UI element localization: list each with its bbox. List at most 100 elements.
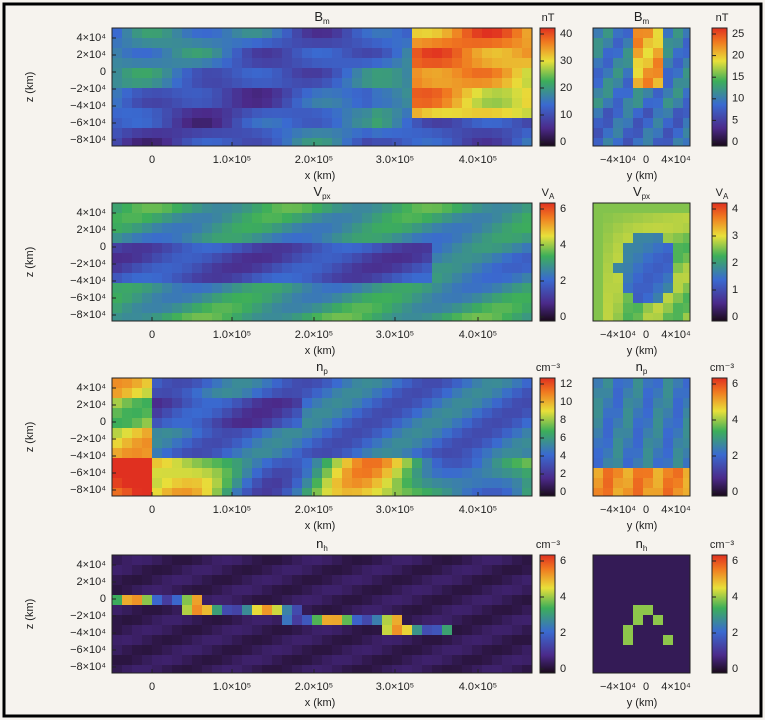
heatmap-cell — [512, 468, 523, 479]
heatmap-cell — [683, 293, 691, 304]
heatmap-cell — [603, 565, 614, 576]
heatmap-cell — [512, 645, 523, 656]
heatmap-cell — [352, 213, 363, 224]
heatmap-cell — [492, 478, 503, 489]
heatmap-cell — [252, 233, 263, 244]
heatmap-cell — [643, 253, 654, 264]
heatmap-cell — [122, 388, 133, 399]
heatmap-cell — [222, 293, 233, 304]
heatmap-cell — [663, 78, 674, 89]
heatmap-cell — [322, 458, 333, 469]
heatmap-cell — [342, 243, 353, 254]
heatmap-cell — [593, 665, 604, 674]
heatmap-cell — [252, 408, 263, 419]
heatmap-cell — [472, 645, 483, 656]
heatmap-cell — [512, 98, 523, 109]
heatmap-cell — [222, 28, 233, 39]
heatmap-cell — [392, 303, 403, 314]
axis-label: x (km) — [305, 697, 336, 709]
heatmap-cell — [633, 388, 644, 399]
heatmap-cell — [683, 488, 691, 497]
heatmap-cell — [212, 398, 223, 409]
heatmap-cell — [382, 585, 393, 596]
heatmap-cell — [452, 273, 463, 284]
heatmap-cell — [352, 625, 363, 636]
heatmap-cell — [222, 565, 233, 576]
heatmap-cell — [452, 655, 463, 666]
heatmap-cell — [112, 253, 123, 264]
heatmap-cell — [593, 388, 604, 399]
heatmap-cell — [142, 448, 153, 459]
heatmap-cell — [112, 293, 123, 304]
heatmap-cell — [633, 28, 644, 39]
heatmap-cell — [192, 398, 203, 409]
heatmap-cell — [603, 213, 614, 224]
heatmap-cell — [232, 605, 243, 616]
heatmap-cell — [512, 273, 523, 284]
heatmap-cell — [502, 428, 513, 439]
heatmap-cell — [643, 478, 654, 489]
heatmap-cell — [242, 605, 253, 616]
heatmap-cell — [472, 488, 483, 497]
heatmap-cell — [673, 478, 684, 489]
heatmap-cell — [122, 408, 133, 419]
heatmap-cell — [653, 48, 664, 59]
heatmap-cell — [372, 303, 383, 314]
heatmap-cell — [322, 478, 333, 489]
heatmap-cell — [332, 635, 343, 646]
heatmap-cell — [613, 625, 624, 636]
heatmap-cell — [633, 408, 644, 419]
heatmap-cell — [282, 488, 293, 497]
heatmap-cell — [322, 555, 333, 566]
heatmap-cell — [432, 605, 443, 616]
heatmap-cell — [142, 388, 153, 399]
heatmap-cell — [593, 88, 604, 99]
axis-label: z (km) — [24, 599, 36, 630]
heatmap-cell — [613, 293, 624, 304]
heatmap-cell — [462, 565, 473, 576]
heatmap-cell — [452, 233, 463, 244]
heatmap-cell — [152, 468, 163, 479]
heatmap-cell — [643, 645, 654, 656]
plot-frame — [111, 27, 533, 147]
heatmap-cell — [472, 605, 483, 616]
z-tick-label: −6×10⁴ — [70, 117, 106, 129]
heatmap-cell — [182, 273, 193, 284]
heatmap-cell — [292, 138, 303, 147]
heatmap-cell — [282, 625, 293, 636]
heatmap-cell — [232, 458, 243, 469]
heatmap-cell — [452, 118, 463, 129]
heatmap-cell — [212, 313, 223, 322]
heatmap-cell — [342, 293, 353, 304]
heatmap-cell — [603, 448, 614, 459]
heatmap-cell — [422, 273, 433, 284]
heatmap-cell — [402, 488, 413, 497]
heatmap-cell — [342, 398, 353, 409]
heatmap-cell — [252, 555, 263, 566]
heatmap-cell — [623, 233, 634, 244]
heatmap-cell — [302, 233, 313, 244]
heatmap-cell — [162, 438, 173, 449]
heatmap-cell — [252, 273, 263, 284]
panel-title: Vpx — [313, 184, 330, 201]
heatmap-cell — [603, 118, 614, 129]
heatmap-cell — [472, 595, 483, 606]
heatmap-cell — [412, 418, 423, 429]
heatmap-cell — [613, 128, 624, 139]
heatmap-cell — [392, 38, 403, 49]
heatmap-cell — [492, 468, 503, 479]
heatmap-cell — [342, 108, 353, 119]
heatmap-cell — [382, 68, 393, 79]
heatmap-cell — [372, 595, 383, 606]
heatmap-cell — [613, 38, 624, 49]
heatmap-cell — [633, 448, 644, 459]
panel-title-sub: m — [323, 17, 330, 26]
heatmap-cell — [232, 223, 243, 234]
heatmap-cell — [683, 585, 691, 596]
heatmap-cell — [282, 575, 293, 586]
heatmap-cell — [522, 293, 533, 304]
heatmap-cell — [242, 448, 253, 459]
heatmap-cell — [372, 408, 383, 419]
heatmap-cell — [432, 438, 443, 449]
heatmap-cell — [312, 438, 323, 449]
